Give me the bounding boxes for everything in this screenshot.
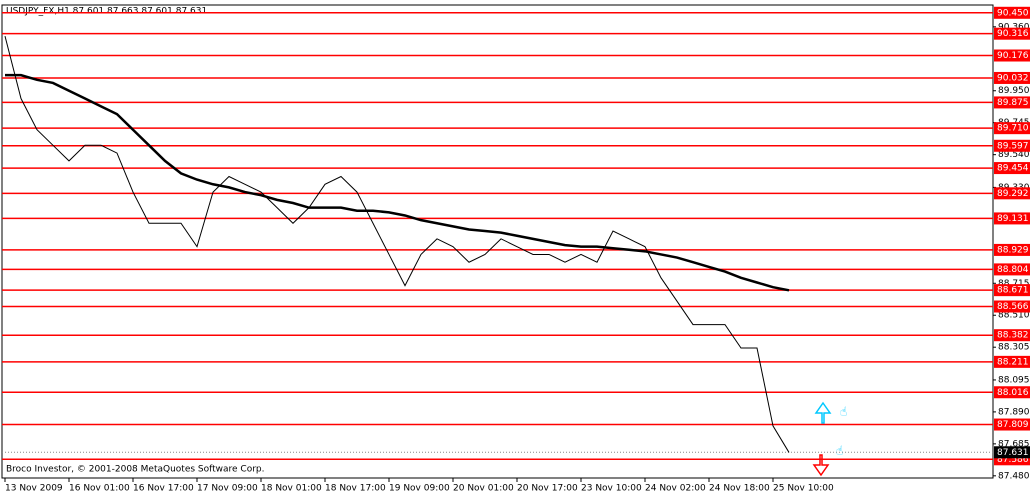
x-tick-label: 20 Nov 01:00 [453,484,514,494]
level-label-box [994,122,1030,135]
level-label: 89.875 [997,98,1029,108]
level-label-box [994,162,1030,175]
y-tick-label: 87.890 [998,407,1030,417]
level-label-box [994,71,1030,84]
level-label-box [994,300,1030,313]
y-tick-label: 88.715 [998,279,1030,289]
arrow-down [812,454,830,477]
level-label: 88.671 [997,286,1029,296]
y-tick-label: 88.510 [998,311,1030,321]
level-label: 90.176 [997,51,1029,61]
y-tick-label: 88.305 [998,343,1030,353]
level-label: 88.929 [997,245,1029,255]
level-label: 90.450 [997,8,1029,18]
level-label-box [994,386,1030,399]
level-label: 89.454 [997,164,1029,174]
y-tick-label: 87.480 [998,471,1030,481]
y-tick-label: 89.950 [998,86,1030,96]
level-label-box [994,355,1030,368]
x-tick-label: 18 Nov 01:00 [261,484,322,494]
level-label-box [994,139,1030,152]
level-label-box [994,263,1030,276]
level-label: 88.211 [997,357,1029,367]
plot-frame [1,4,994,479]
y-tick-label: 89.540 [998,150,1030,160]
level-label-box [994,243,1030,256]
level-label: 88.382 [997,331,1029,341]
x-tick-label: 20 Nov 17:00 [517,484,578,494]
level-label-box [994,27,1030,40]
x-tick-label: 16 Nov 01:00 [69,484,130,494]
x-tick-label: 24 Nov 02:00 [645,484,706,494]
current-price-label: 87.631 [997,448,1029,458]
footer: Broco Investor, © 2001-2008 MetaQuotes S… [6,465,265,475]
level-label-box [994,418,1030,431]
level-label-box [994,329,1030,342]
x-tick-label: 13 Nov 2009 [5,484,63,494]
level-label: 89.710 [997,124,1029,134]
y-tick-label: 88.095 [998,375,1030,385]
x-tick-label: 23 Nov 10:00 [581,484,642,494]
hand-icon: ☝ [840,405,847,419]
level-label: 90.316 [997,29,1029,39]
level-label-box [994,49,1030,62]
level-label: 90.032 [997,73,1029,83]
x-tick-label: 25 Nov 10:00 [773,484,834,494]
level-label: 89.292 [997,189,1029,199]
level-label: 87.809 [997,420,1029,430]
level-label-box [994,96,1030,109]
x-tick-label: 16 Nov 17:00 [133,484,194,494]
y-tick-label: 90.360 [998,22,1030,32]
level-label: 87.586 [997,455,1029,465]
level-label: 88.016 [997,388,1029,398]
hand-icon: ☝ [836,444,843,458]
series-line [5,73,790,292]
level-label: 88.566 [997,302,1029,312]
level-label-box [994,6,1030,19]
level-label-box [994,284,1030,297]
level-label-box [994,187,1030,200]
y-tick-label: 87.685 [998,439,1030,449]
level-label: 89.597 [997,141,1029,151]
level-label-box [994,212,1030,225]
x-tick-label: 19 Nov 09:00 [389,484,450,494]
level-label: 89.131 [997,214,1029,224]
x-tick-label: 18 Nov 17:00 [325,484,386,494]
chart-title: USDJPY_FX,H1 87.601 87.663 87.601 87.631 [6,7,207,17]
x-tick-label: 24 Nov 18:00 [709,484,770,494]
arrow-up [814,401,832,424]
series-line [4,36,790,453]
current-price-box [994,446,1030,459]
x-tick-label: 17 Nov 09:00 [197,484,258,494]
level-label: 88.804 [997,265,1029,275]
